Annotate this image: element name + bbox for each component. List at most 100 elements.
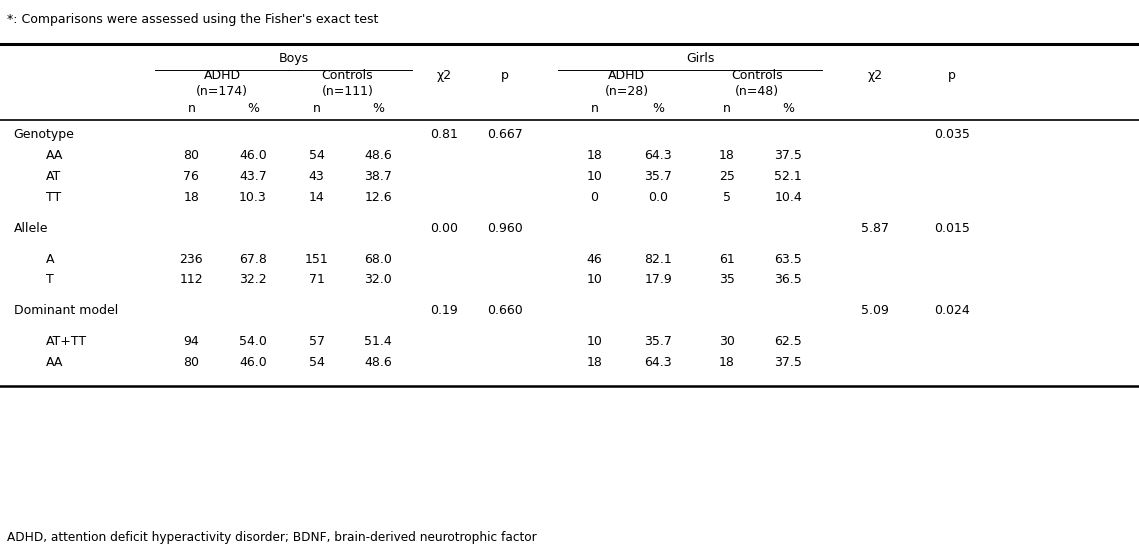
Text: 35: 35 [719,273,735,287]
Text: 46.0: 46.0 [239,149,267,162]
Text: TT: TT [46,191,60,204]
Text: 5.09: 5.09 [861,304,888,317]
Text: 12.6: 12.6 [364,191,392,204]
Text: 0.960: 0.960 [486,222,523,235]
Text: 0.0: 0.0 [648,191,669,204]
Text: 10: 10 [587,335,603,348]
Text: 68.0: 68.0 [364,252,392,266]
Text: 48.6: 48.6 [364,356,392,369]
Text: n: n [188,102,195,115]
Text: 80: 80 [183,356,199,369]
Text: 80: 80 [183,149,199,162]
Text: A: A [46,252,54,266]
Text: 30: 30 [719,335,735,348]
Text: χ2: χ2 [436,69,452,82]
Text: 10.4: 10.4 [775,191,802,204]
Text: Controls: Controls [321,69,374,82]
Text: 0.024: 0.024 [934,304,970,317]
Text: 18: 18 [719,356,735,369]
Text: 43.7: 43.7 [239,170,267,183]
Text: 10.3: 10.3 [239,191,267,204]
Text: 94: 94 [183,335,199,348]
Text: 35.7: 35.7 [645,170,672,183]
Text: 54.0: 54.0 [239,335,267,348]
Text: (n=174): (n=174) [196,85,248,98]
Text: ADHD, attention deficit hyperactivity disorder; BDNF, brain-derived neurotrophic: ADHD, attention deficit hyperactivity di… [7,531,536,544]
Text: 51.4: 51.4 [364,335,392,348]
Text: AA: AA [46,149,63,162]
Text: 67.8: 67.8 [239,252,267,266]
Text: 48.6: 48.6 [364,149,392,162]
Text: Girls: Girls [687,52,714,65]
Text: 0.667: 0.667 [486,128,523,141]
Text: (n=48): (n=48) [736,85,779,98]
Text: Genotype: Genotype [14,128,74,141]
Text: 37.5: 37.5 [775,356,802,369]
Text: 0: 0 [590,191,599,204]
Text: 0.035: 0.035 [934,128,970,141]
Text: 71: 71 [309,273,325,287]
Text: 76: 76 [183,170,199,183]
Text: 32.0: 32.0 [364,273,392,287]
Text: n: n [591,102,598,115]
Text: Allele: Allele [14,222,48,235]
Text: Controls: Controls [731,69,784,82]
Text: 57: 57 [309,335,325,348]
Text: 64.3: 64.3 [645,356,672,369]
Text: 17.9: 17.9 [645,273,672,287]
Text: T: T [46,273,54,287]
Text: 18: 18 [587,149,603,162]
Text: 5.87: 5.87 [861,222,888,235]
Text: (n=111): (n=111) [321,85,374,98]
Text: 52.1: 52.1 [775,170,802,183]
Text: 10: 10 [587,273,603,287]
Text: 18: 18 [719,149,735,162]
Text: χ2: χ2 [867,69,883,82]
Text: ADHD: ADHD [204,69,240,82]
Text: 0.19: 0.19 [431,304,458,317]
Text: 43: 43 [309,170,325,183]
Text: 63.5: 63.5 [775,252,802,266]
Text: AA: AA [46,356,63,369]
Text: 32.2: 32.2 [239,273,267,287]
Text: ADHD: ADHD [608,69,645,82]
Text: 5: 5 [722,191,731,204]
Text: 82.1: 82.1 [645,252,672,266]
Text: Dominant model: Dominant model [14,304,118,317]
Text: 10: 10 [587,170,603,183]
Text: 0.015: 0.015 [934,222,970,235]
Text: 0.00: 0.00 [431,222,458,235]
Text: 46: 46 [587,252,603,266]
Text: 54: 54 [309,356,325,369]
Text: 236: 236 [180,252,203,266]
Text: 46.0: 46.0 [239,356,267,369]
Text: 25: 25 [719,170,735,183]
Text: p: p [501,69,508,82]
Text: 61: 61 [719,252,735,266]
Text: AT: AT [46,170,60,183]
Text: p: p [949,69,956,82]
Text: 14: 14 [309,191,325,204]
Text: 37.5: 37.5 [775,149,802,162]
Text: %: % [782,102,794,115]
Text: 62.5: 62.5 [775,335,802,348]
Text: Boys: Boys [279,52,309,65]
Text: 151: 151 [305,252,328,266]
Text: *: Comparisons were assessed using the Fisher's exact test: *: Comparisons were assessed using the F… [7,13,378,26]
Text: %: % [247,102,259,115]
Text: 18: 18 [587,356,603,369]
Text: 36.5: 36.5 [775,273,802,287]
Text: 35.7: 35.7 [645,335,672,348]
Text: 64.3: 64.3 [645,149,672,162]
Text: n: n [313,102,320,115]
Text: AT+TT: AT+TT [46,335,87,348]
Text: 18: 18 [183,191,199,204]
Text: 0.81: 0.81 [431,128,458,141]
Text: 112: 112 [180,273,203,287]
Text: %: % [653,102,664,115]
Text: 0.660: 0.660 [486,304,523,317]
Text: 38.7: 38.7 [364,170,392,183]
Text: %: % [372,102,384,115]
Text: n: n [723,102,730,115]
Text: 54: 54 [309,149,325,162]
